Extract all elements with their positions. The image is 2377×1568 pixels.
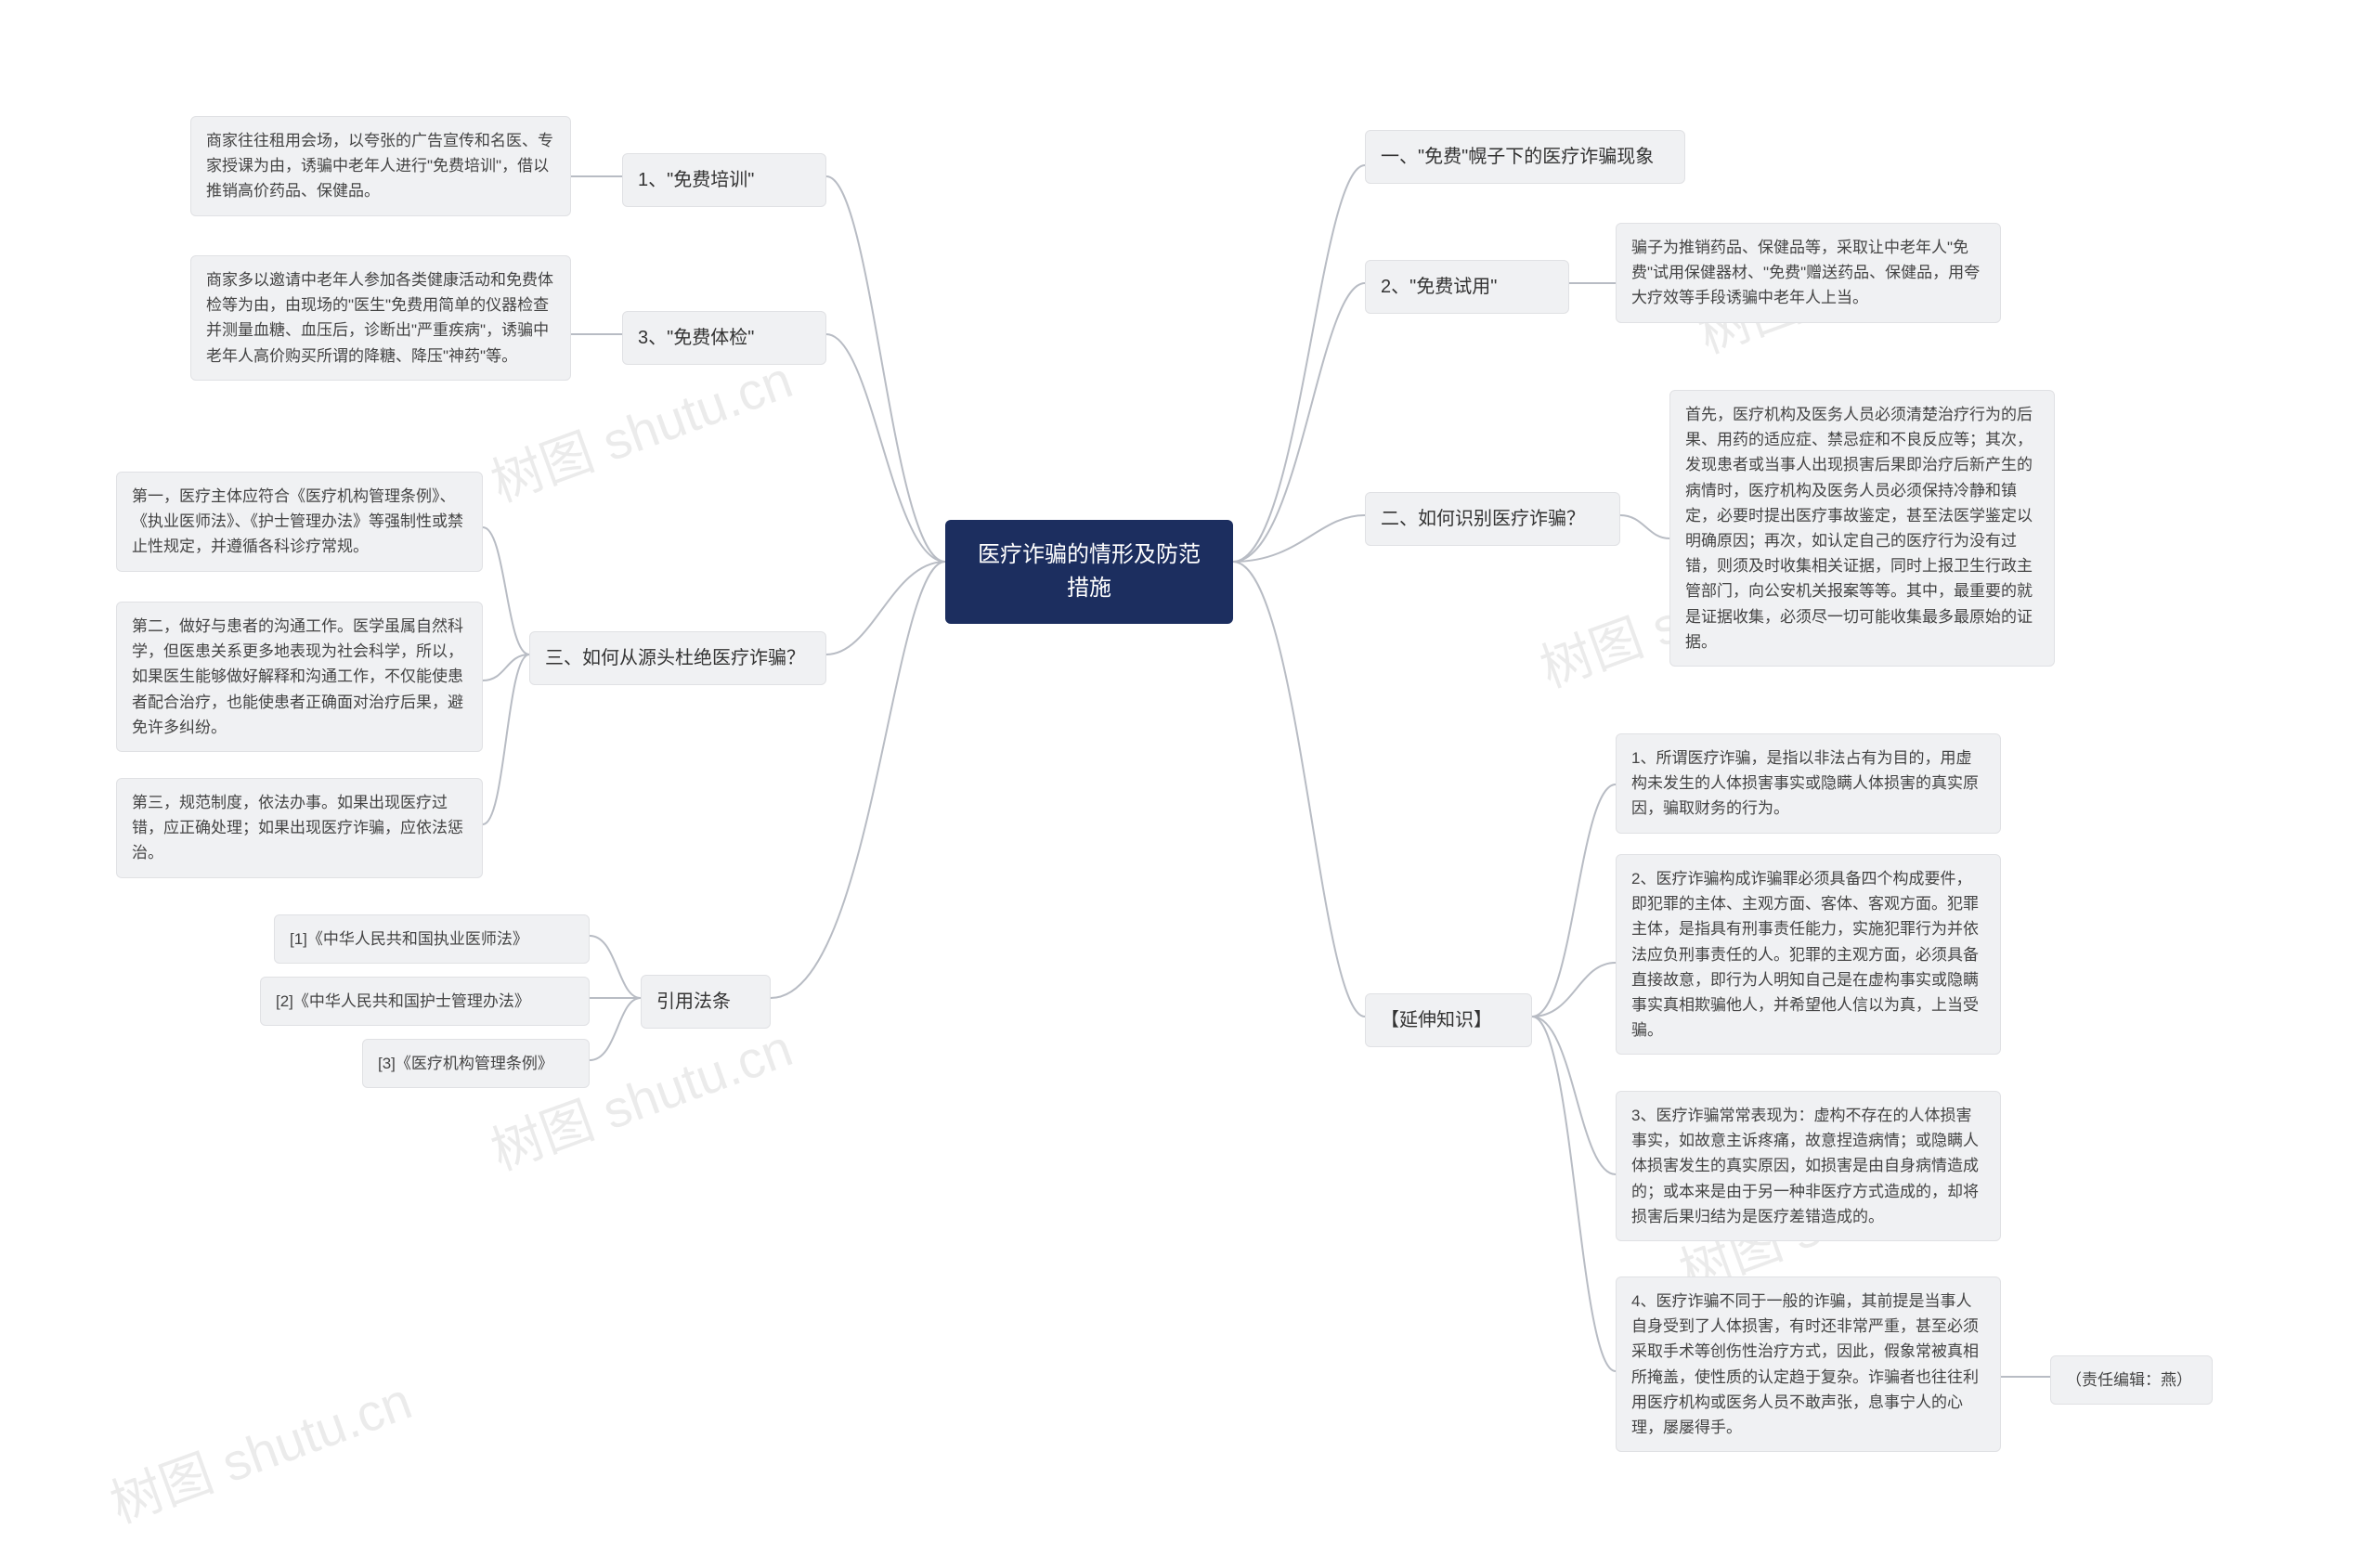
root-node[interactable]: 医疗诈骗的情形及防范措施 [945, 520, 1233, 624]
leaf-ext-3: 3、医疗诈骗常常表现为：虚构不存在的人体损害事实，如故意主诉疼痛，故意捏造病情；… [1616, 1091, 2001, 1241]
branch-free-checkup[interactable]: 3、"免费体检" [622, 311, 826, 365]
leaf-law-1: [1]《中华人民共和国执业医师法》 [274, 914, 590, 964]
leaf-prevent-1: 第一，医疗主体应符合《医疗机构管理条例》、《执业医师法》、《护士管理办法》等强制… [116, 472, 483, 572]
branch-prevent-source[interactable]: 三、如何从源头杜绝医疗诈骗？ [529, 631, 826, 685]
leaf-ext-1: 1、所谓医疗诈骗，是指以非法占有为目的，用虚构未发生的人体损害事实或隐瞒人体损害… [1616, 733, 2001, 834]
leaf-prevent-2: 第二，做好与患者的沟通工作。医学虽属自然科学，但医患关系更多地表现为社会科学，所… [116, 602, 483, 752]
branch-extended-knowledge[interactable]: 【延伸知识】 [1365, 993, 1532, 1047]
watermark: 树图 shutu.cn [479, 1006, 801, 1185]
branch-identify-fraud[interactable]: 二、如何识别医疗诈骗？ [1365, 492, 1620, 546]
leaf-free-training-desc: 商家往往租用会场，以夸张的广告宣传和名医、专家授课为由，诱骗中老年人进行"免费培… [190, 116, 571, 216]
leaf-editor-credit: （责任编辑：燕） [2050, 1355, 2213, 1405]
leaf-identify-desc: 首先，医疗机构及医务人员必须清楚治疗行为的后果、用药的适应症、禁忌症和不良反应等… [1669, 390, 2055, 667]
leaf-free-trial-desc: 骗子为推销药品、保健品等，采取让中老年人"免费"试用保健器材、"免费"赠送药品、… [1616, 223, 2001, 323]
branch-free-training[interactable]: 1、"免费培训" [622, 153, 826, 207]
branch-free-trial[interactable]: 2、"免费试用" [1365, 260, 1569, 314]
leaf-law-3: [3]《医疗机构管理条例》 [362, 1039, 590, 1088]
leaf-ext-4: 4、医疗诈骗不同于一般的诈骗，其前提是当事人自身受到了人体损害，有时还非常严重，… [1616, 1276, 2001, 1452]
leaf-ext-2: 2、医疗诈骗构成诈骗罪必须具备四个构成要件，即犯罪的主体、主观方面、客体、客观方… [1616, 854, 2001, 1055]
leaf-free-checkup-desc: 商家多以邀请中老年人参加各类健康活动和免费体检等为由，由现场的"医生"免费用简单… [190, 255, 571, 381]
branch-cited-laws[interactable]: 引用法条 [641, 975, 771, 1029]
branch-free-cover[interactable]: 一、"免费"幌子下的医疗诈骗现象 [1365, 130, 1685, 184]
watermark: 树图 shutu.cn [98, 1359, 421, 1537]
leaf-prevent-3: 第三，规范制度，依法办事。如果出现医疗过错，应正确处理；如果出现医疗诈骗，应依法… [116, 778, 483, 878]
leaf-law-2: [2]《中华人民共和国护士管理办法》 [260, 977, 590, 1026]
